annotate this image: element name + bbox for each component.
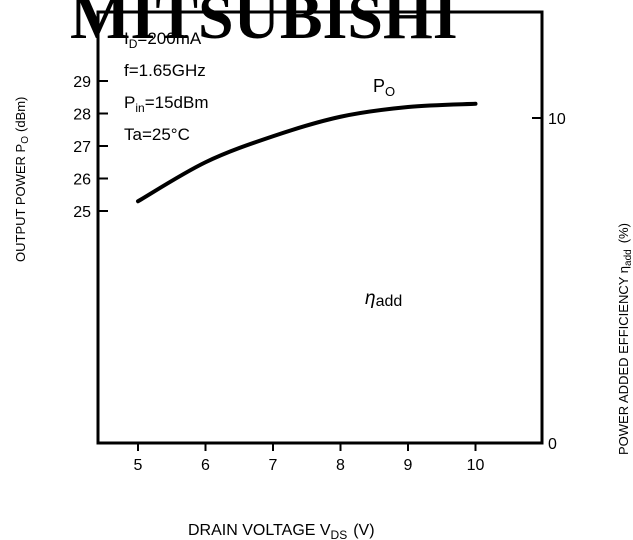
x-axis-label-main: DRAIN VOLTAGE V bbox=[188, 522, 331, 539]
condition-line: f=1.65GHz bbox=[124, 61, 206, 80]
condition-main: I bbox=[124, 29, 129, 48]
y-left-ticks: 25 26 27 28 29 bbox=[73, 74, 108, 221]
x-tick-label: 10 bbox=[467, 457, 485, 474]
condition-sub: in bbox=[135, 101, 144, 115]
y-left-tick-label: 29 bbox=[73, 74, 91, 91]
y-left-tick-label: 25 bbox=[73, 204, 91, 221]
condition-main: P bbox=[124, 93, 135, 112]
x-axis-label: DRAIN VOLTAGE VDS (V) bbox=[188, 522, 375, 540]
x-tick-label: 7 bbox=[269, 457, 278, 474]
x-tick-label: 5 bbox=[134, 457, 143, 474]
y-left-tick-label: 26 bbox=[73, 172, 91, 189]
series-lines bbox=[136, 101, 478, 204]
condition-line: Ta=25°C bbox=[124, 125, 190, 144]
watermark: MITSUBISHI bbox=[70, 0, 458, 52]
x-axis-label-unit: (V) bbox=[353, 522, 374, 539]
y-left-tick-label: 28 bbox=[73, 107, 91, 124]
plot-frame bbox=[96, 10, 544, 445]
y-left-axis-label-main: OUTPUT POWER P bbox=[13, 144, 28, 262]
series-label-eta: ηadd bbox=[365, 288, 402, 310]
y-right-axis-label: POWER ADDED EFFICIENCY ηadd (%) bbox=[616, 223, 633, 455]
series-label-po-sub: O bbox=[385, 84, 395, 99]
y-right-tick-label: 10 bbox=[548, 111, 566, 128]
series-label-po-main: P bbox=[373, 76, 385, 96]
x-tick-label: 8 bbox=[336, 457, 345, 474]
x-tick-label: 6 bbox=[201, 457, 210, 474]
y-right-axis-label-unit: (%) bbox=[616, 223, 631, 243]
y-left-axis-label: OUTPUT POWER PO (dBm) bbox=[13, 97, 31, 262]
condition-line: ID=200mA bbox=[124, 29, 202, 51]
series-line-po bbox=[136, 101, 478, 204]
series-label-eta-main: η bbox=[365, 288, 376, 309]
y-left-axis-label-unit: (dBm) bbox=[13, 97, 28, 132]
x-tick-label: 9 bbox=[404, 457, 413, 474]
y-right-axis-label-sub: add bbox=[623, 249, 633, 266]
condition-rest: =200mA bbox=[137, 29, 201, 48]
y-right-tick-label: 0 bbox=[548, 436, 557, 453]
condition-main: Ta=25°C bbox=[124, 125, 190, 144]
x-ticks: 5 6 7 8 9 10 bbox=[134, 443, 485, 474]
y-right-axis-label-main: POWER ADDED EFFICIENCY η bbox=[616, 266, 631, 455]
y-right-ticks: 01020304050 bbox=[532, 111, 566, 453]
condition-sub: D bbox=[129, 37, 138, 51]
x-axis-label-sub: DS bbox=[331, 528, 348, 540]
series-label-po: PO bbox=[373, 76, 395, 99]
conditions-block: ID=200mA f=1.65GHz Pin=15dBm Ta=25°C bbox=[124, 29, 208, 144]
y-left-axis-label-sub: O bbox=[20, 136, 31, 144]
condition-main: f=1.65GHz bbox=[124, 61, 206, 80]
condition-line: Pin=15dBm bbox=[124, 93, 208, 115]
series-label-eta-sub: add bbox=[376, 293, 403, 310]
y-left-tick-label: 27 bbox=[73, 139, 91, 156]
condition-rest: =15dBm bbox=[145, 93, 209, 112]
